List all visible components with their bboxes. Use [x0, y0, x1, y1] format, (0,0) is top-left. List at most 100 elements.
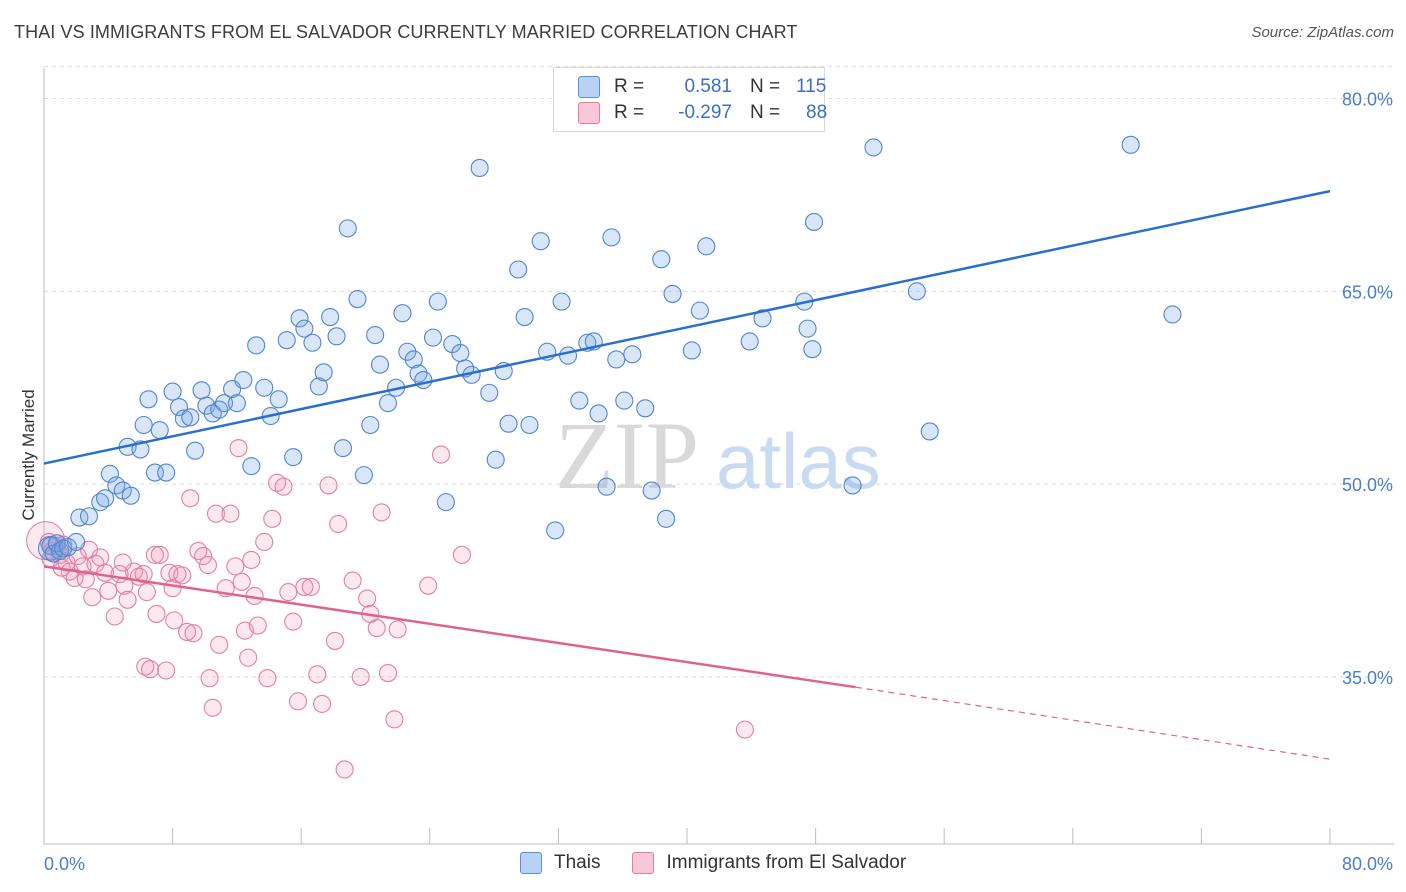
pink-point: [351, 667, 370, 686]
blue-point: [255, 378, 274, 397]
y-axis-label: Currently Married: [19, 389, 38, 520]
series-legend-el-salvador: Immigrants from El Salvador: [632, 852, 906, 874]
blue-point: [163, 382, 182, 401]
pink-point: [308, 665, 327, 684]
blue-point: [121, 486, 140, 505]
blue-point: [100, 464, 119, 483]
blue-point: [907, 282, 926, 301]
blue-point: [423, 328, 443, 347]
el-salvador-trend-line: [43, 565, 856, 689]
legend-r-label: R =: [614, 76, 645, 97]
blue-point: [295, 319, 314, 338]
pink-point: [145, 545, 164, 564]
watermark-atlas: atlas: [716, 417, 881, 505]
pink-point: [221, 504, 240, 523]
pink-point: [141, 660, 160, 679]
el-salvador-trend-extension: [855, 686, 1331, 760]
series-legend-label-thais: Thais: [554, 852, 601, 873]
pink-point: [203, 698, 222, 717]
legend-swatch-el-salvador: [578, 102, 600, 124]
blue-point: [361, 415, 380, 435]
pink-point: [284, 612, 303, 631]
y-tick-label: 50.0%: [1342, 475, 1393, 495]
pink-point: [242, 550, 261, 570]
pink-point: [735, 720, 754, 739]
pink-point: [372, 503, 391, 522]
blue-point: [499, 414, 518, 433]
blue-point: [327, 327, 346, 346]
blue-point: [354, 466, 373, 485]
blue-point: [234, 370, 253, 390]
blue-point: [393, 304, 412, 323]
pink-point: [301, 577, 320, 597]
blue-point: [348, 290, 367, 309]
pink-point: [150, 545, 169, 564]
blue-point: [309, 377, 328, 396]
pink-point: [279, 583, 298, 602]
blue-point: [150, 421, 169, 440]
blue-point: [753, 309, 772, 328]
blue-point: [531, 232, 550, 251]
x-tick-labels: 0.0% 80.0%: [44, 854, 1393, 874]
blue-point: [414, 370, 433, 390]
pink-point: [118, 590, 137, 609]
y-tick-label: 35.0%: [1342, 668, 1393, 688]
blue-point: [798, 319, 817, 338]
legend-n-label: N =: [750, 102, 781, 123]
pink-point: [335, 760, 354, 779]
pink-point: [165, 611, 184, 630]
blue-point: [366, 325, 385, 345]
blue-point: [509, 260, 528, 279]
pink-point: [68, 547, 87, 566]
blue-point: [480, 383, 499, 402]
blue-point: [338, 219, 357, 238]
blue-point: [623, 345, 642, 364]
trend-lines: [43, 189, 1331, 760]
axes: [43, 68, 1394, 845]
blue-point: [607, 350, 626, 369]
blue-point: [378, 394, 398, 413]
pink-point: [206, 504, 226, 523]
blue-point: [169, 397, 189, 417]
pink-point: [91, 548, 110, 567]
legend-n-value-el-salvador: 88: [806, 102, 828, 123]
pink-point: [288, 692, 308, 711]
blue-point: [515, 307, 534, 327]
legend-n-label: N =: [750, 76, 781, 97]
blue-point: [663, 284, 682, 303]
blue-point: [333, 439, 353, 458]
legend-r-value-thais: 0.581: [684, 76, 732, 97]
blue-point: [697, 237, 716, 256]
blue-point: [321, 307, 340, 327]
blue-point: [370, 355, 390, 374]
blue-point: [269, 390, 288, 409]
pink-point: [319, 476, 338, 495]
blue-point: [570, 391, 589, 410]
blue-point: [242, 457, 261, 476]
blue-point: [428, 292, 447, 311]
pink-point: [105, 607, 124, 626]
pink-point: [200, 669, 219, 688]
pink-point: [255, 532, 274, 552]
x-tick-label-min: 0.0%: [44, 854, 85, 874]
blue-point: [803, 340, 822, 359]
correlation-legend: R = 0.581 N = 115 R = -0.297 N = 88: [553, 67, 828, 132]
legend-row-thais: R = 0.581 N = 115: [578, 74, 826, 100]
watermark: ZIP atlas: [555, 402, 881, 509]
blue-point: [79, 507, 99, 526]
blue-point: [690, 301, 709, 320]
pink-point: [184, 624, 203, 643]
pink-point: [210, 635, 229, 654]
pink-point: [76, 570, 95, 589]
blue-point: [247, 336, 266, 355]
watermark-zip: ZIP: [555, 402, 699, 509]
pink-point: [157, 661, 176, 680]
legend-n-value-thais: 115: [796, 76, 827, 97]
pink-point: [385, 710, 404, 729]
blue-point: [284, 448, 303, 467]
blue-point: [589, 404, 608, 423]
thais-trend-line: [43, 189, 1331, 465]
y-tick-label: 65.0%: [1342, 282, 1393, 302]
series-legend-thais: Thais: [520, 852, 600, 874]
